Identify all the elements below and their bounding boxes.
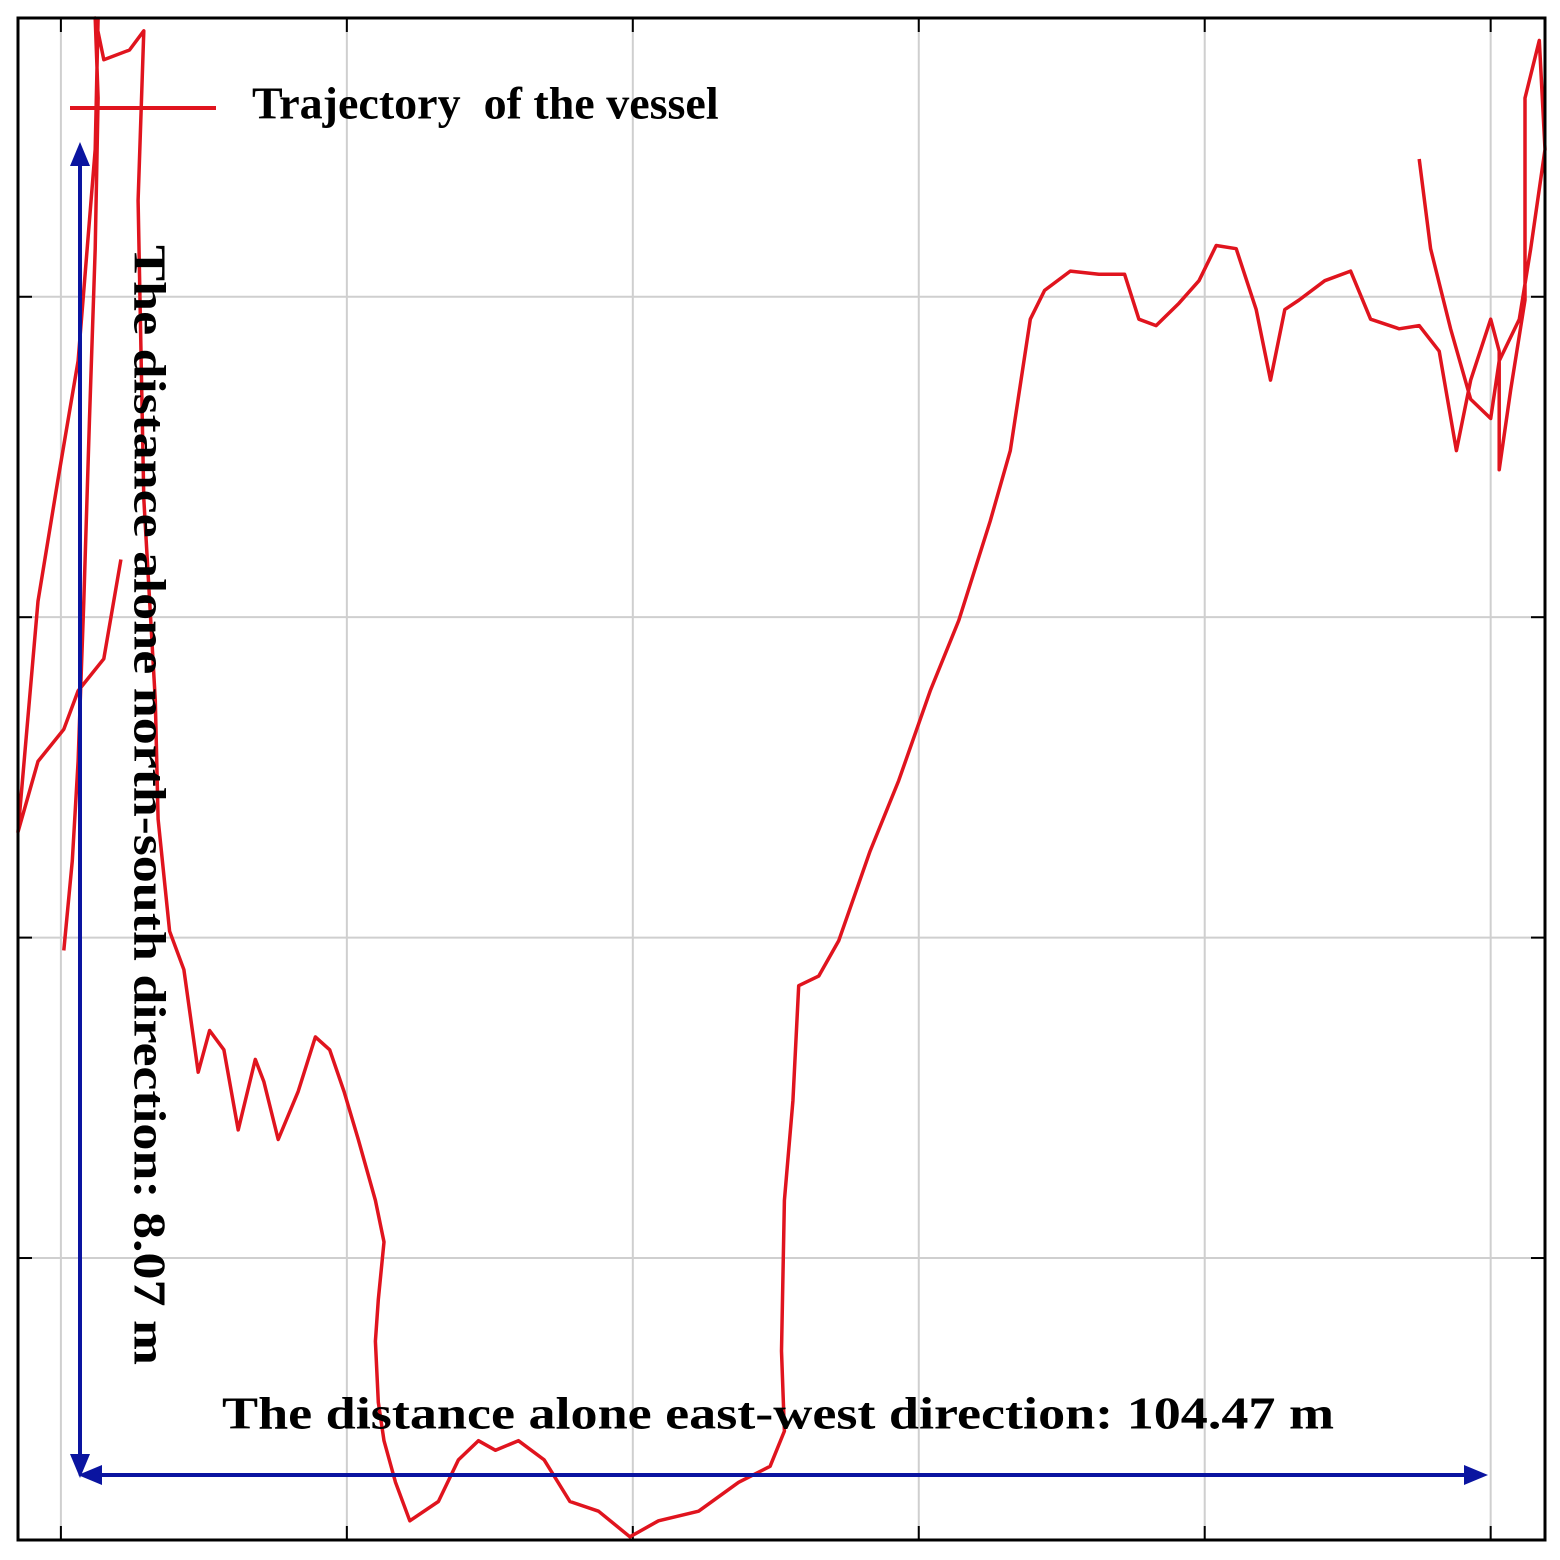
- ew-annotation: The distance alone east-west direction: …: [222, 1388, 1334, 1439]
- ns-arrow-head: [70, 142, 90, 166]
- ew-arrow: [78, 1465, 1488, 1485]
- ew-arrow-head: [78, 1465, 102, 1485]
- ns-arrow-head: [70, 1454, 90, 1478]
- legend: Trajectory of the vessel: [70, 78, 719, 129]
- legend-label: Trajectory of the vessel: [252, 78, 719, 129]
- grid: [18, 18, 1545, 1540]
- ns-arrow: [70, 142, 90, 1478]
- ns-annotation: The distance alone north-south direction…: [124, 245, 175, 1365]
- ew-arrow-head: [1464, 1465, 1488, 1485]
- plot-frame: [16, 16, 1547, 1542]
